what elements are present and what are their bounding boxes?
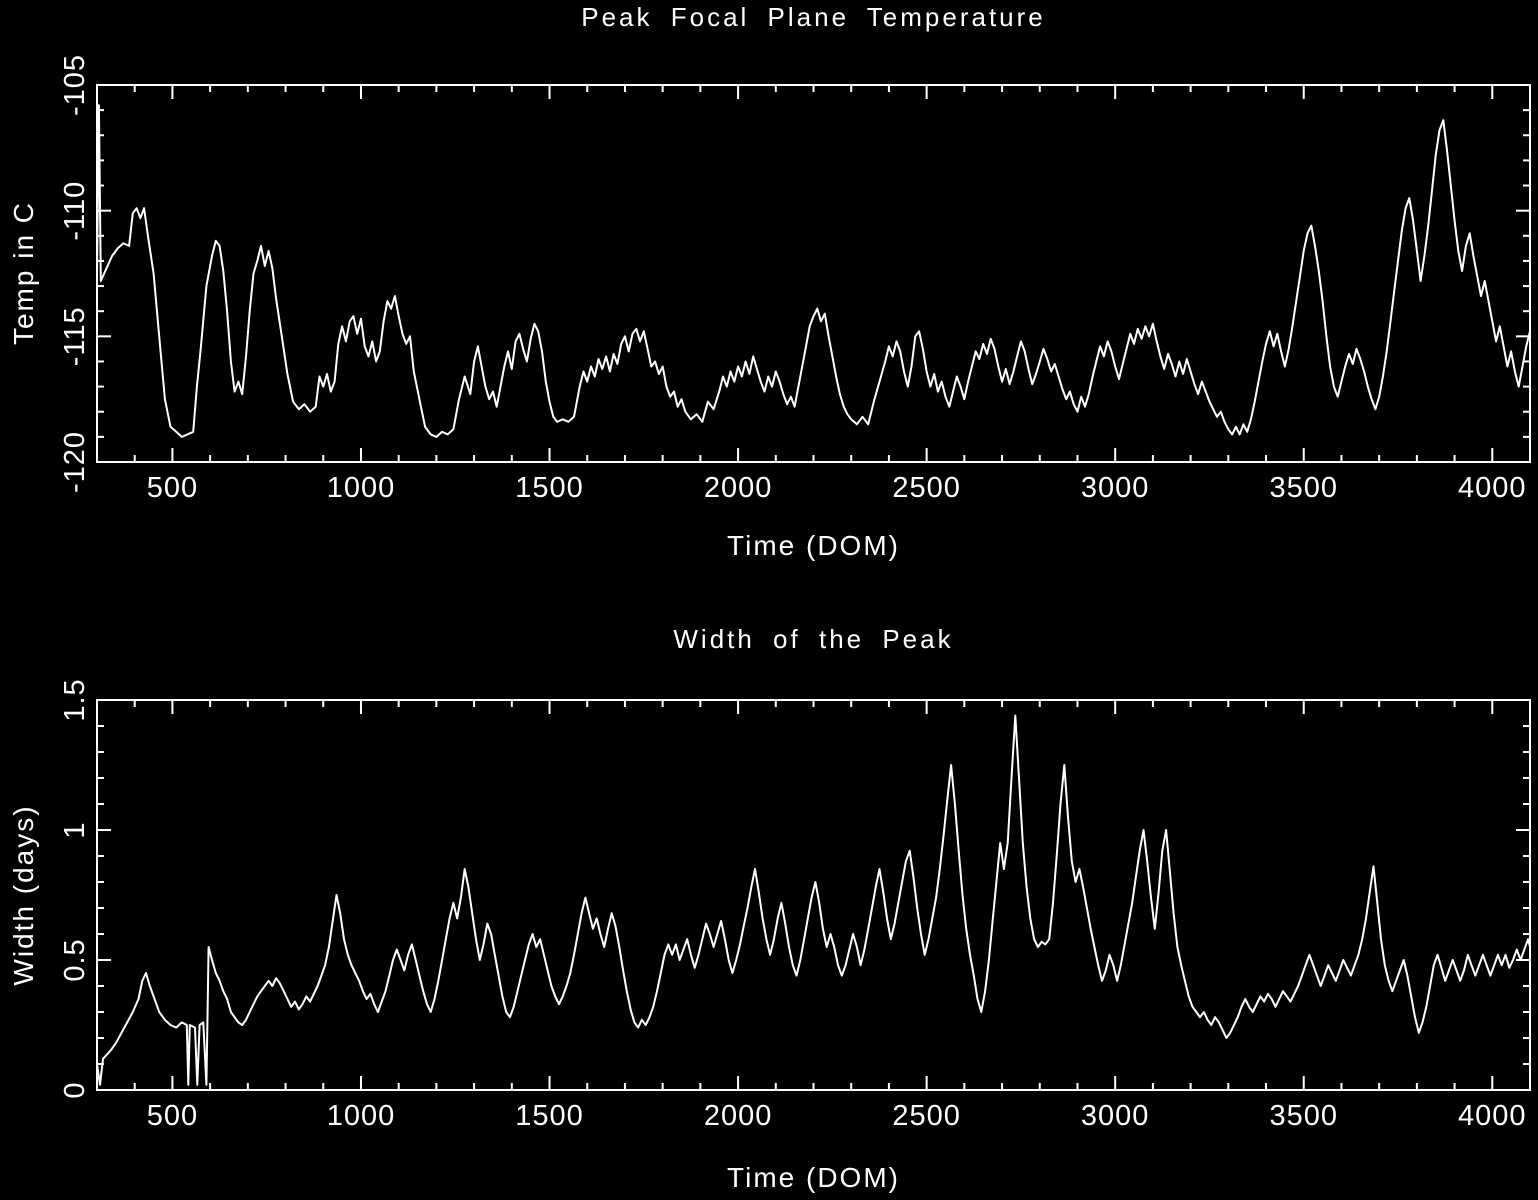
- x-tick-label: 4000: [1458, 1100, 1527, 1132]
- chart1-title: Peak Focal Plane Temperature: [581, 2, 1046, 32]
- y-tick-label: 1: [59, 821, 91, 838]
- x-tick-label: 2500: [892, 1100, 961, 1132]
- y-tick-label: 0.5: [59, 938, 91, 981]
- x-tick-label: 3000: [1081, 1100, 1150, 1132]
- x-tick-label: 1500: [515, 472, 584, 504]
- chart1-x-axis-label: Time (DOM): [727, 530, 900, 561]
- y-tick-label: -115: [59, 306, 91, 366]
- y-tick-label: 1.5: [59, 678, 91, 721]
- y-tick-label: -105: [59, 54, 91, 116]
- y-tick-label: -110: [59, 181, 91, 241]
- x-tick-label: 3500: [1269, 472, 1338, 504]
- series-line: [97, 714, 1530, 1086]
- x-tick-label: 500: [147, 1100, 198, 1132]
- chart2-title: Width of the Peak: [673, 624, 954, 654]
- x-tick-label: 4000: [1458, 472, 1527, 504]
- chart1-y-axis-label: Temp in C: [8, 200, 39, 346]
- chart2-y-axis-label: Width (days): [8, 804, 39, 986]
- x-tick-label: 2000: [704, 472, 773, 504]
- y-tick-label: 0: [59, 1081, 91, 1098]
- x-tick-label: 1000: [327, 472, 396, 504]
- x-tick-label: 3000: [1081, 472, 1150, 504]
- series-line: [97, 104, 1530, 438]
- y-tick-label: -120: [59, 431, 91, 493]
- plot-frame: [96, 84, 1531, 463]
- x-tick-label: 2000: [704, 1100, 773, 1132]
- chart2-x-axis-label: Time (DOM): [727, 1162, 900, 1193]
- x-tick-label: 1000: [327, 1100, 396, 1132]
- plot-frame: [96, 699, 1531, 1091]
- x-tick-label: 500: [147, 472, 198, 504]
- x-tick-label: 2500: [892, 472, 961, 504]
- x-tick-label: 3500: [1269, 1100, 1338, 1132]
- x-tick-label: 1500: [515, 1100, 584, 1132]
